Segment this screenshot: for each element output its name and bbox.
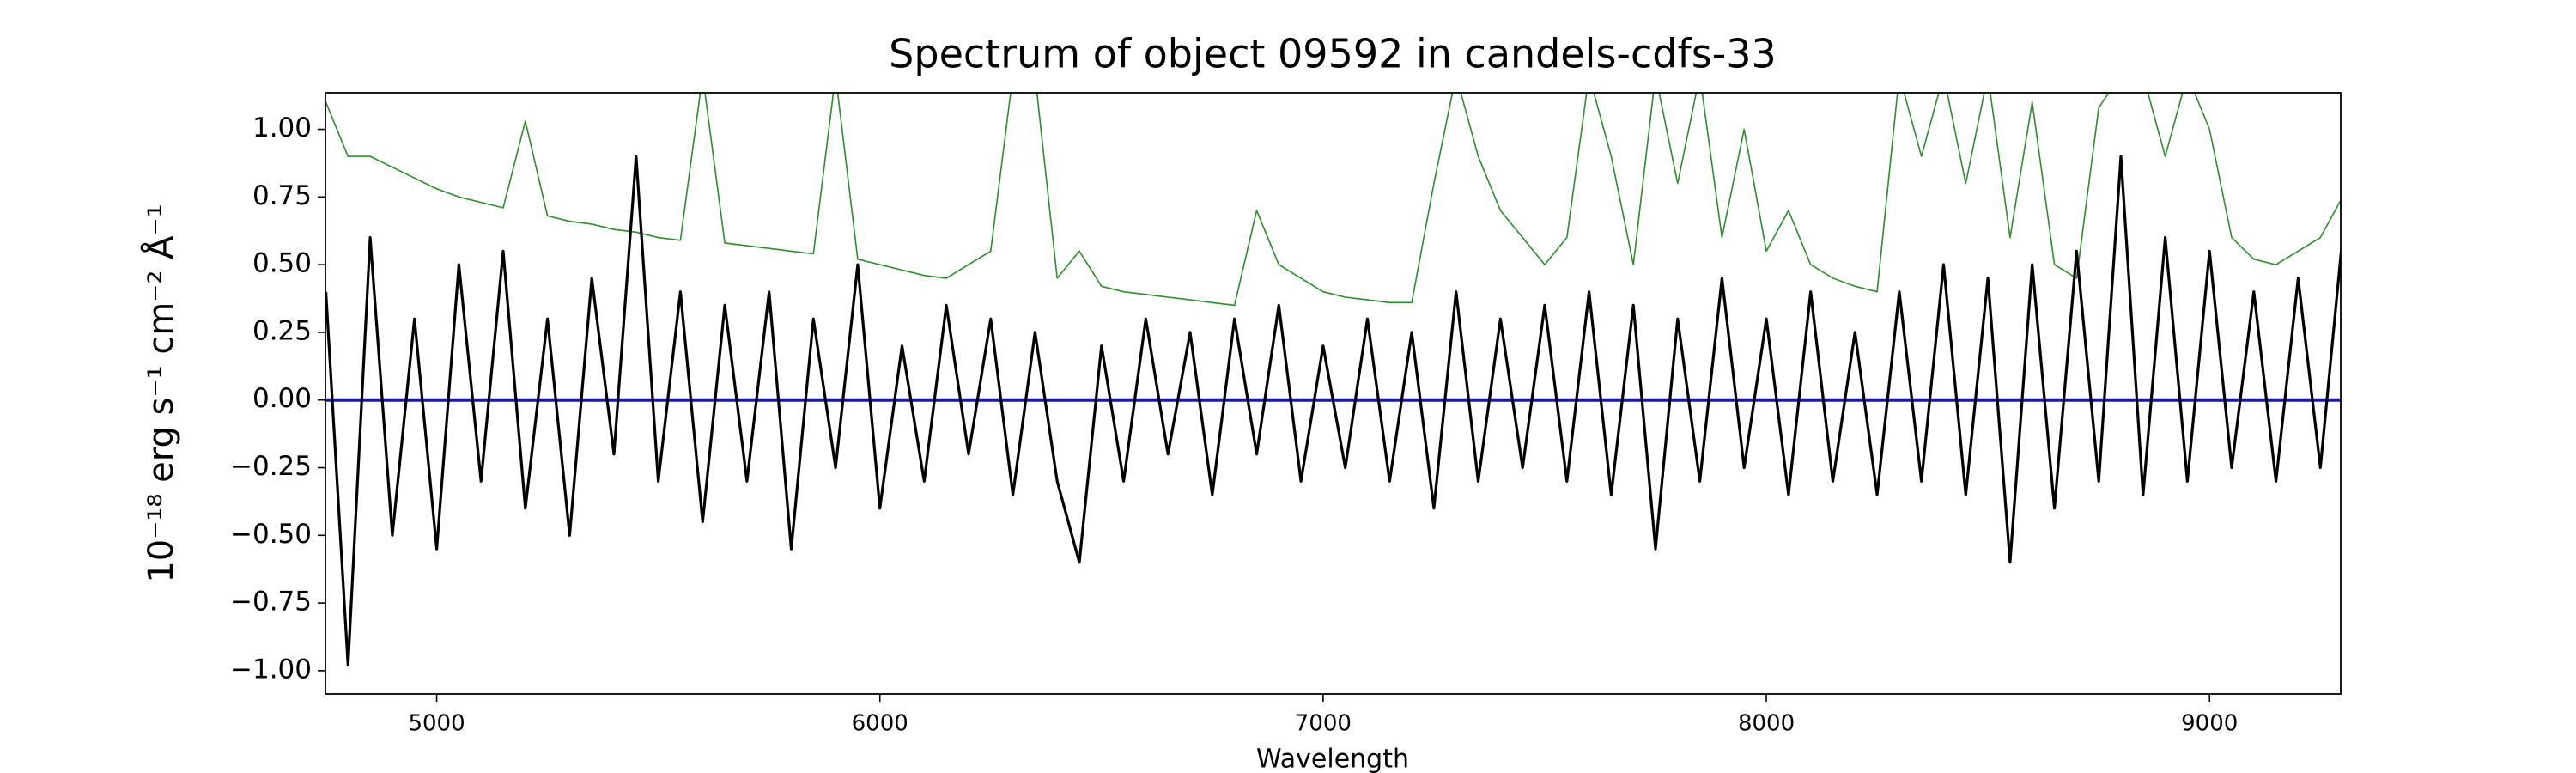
y-tick-label: −0.25: [230, 451, 312, 482]
x-axis-label: Wavelength: [1256, 745, 1409, 773]
series-line: [325, 93, 2341, 307]
x-tick-label: 7000: [1295, 711, 1352, 737]
plot-area: [325, 93, 2341, 667]
chart-title: Spectrum of object 09592 in candels-cdfs…: [889, 31, 1777, 77]
plot-frame: [325, 92, 2342, 695]
y-tick-label: 0.00: [252, 383, 312, 414]
y-tick-label: 0.25: [252, 315, 312, 346]
y-tick-label: 0.75: [252, 180, 312, 211]
y-axis-label: 10⁻¹⁸ erg s⁻¹ cm⁻² Å⁻¹: [140, 204, 181, 582]
x-tick-label: 8000: [1738, 711, 1795, 737]
y-tick-label: −1.00: [230, 654, 312, 685]
x-tick-label: 5000: [408, 711, 465, 737]
y-tick-label: −0.50: [230, 519, 312, 550]
y-tick-label: −0.75: [230, 587, 312, 618]
y-tick-label: 1.00: [252, 113, 312, 143]
x-tick-label: 6000: [852, 711, 908, 737]
series-line: [325, 155, 2341, 667]
y-tick-label: 0.50: [252, 248, 312, 279]
x-tick-label: 9000: [2181, 711, 2238, 737]
